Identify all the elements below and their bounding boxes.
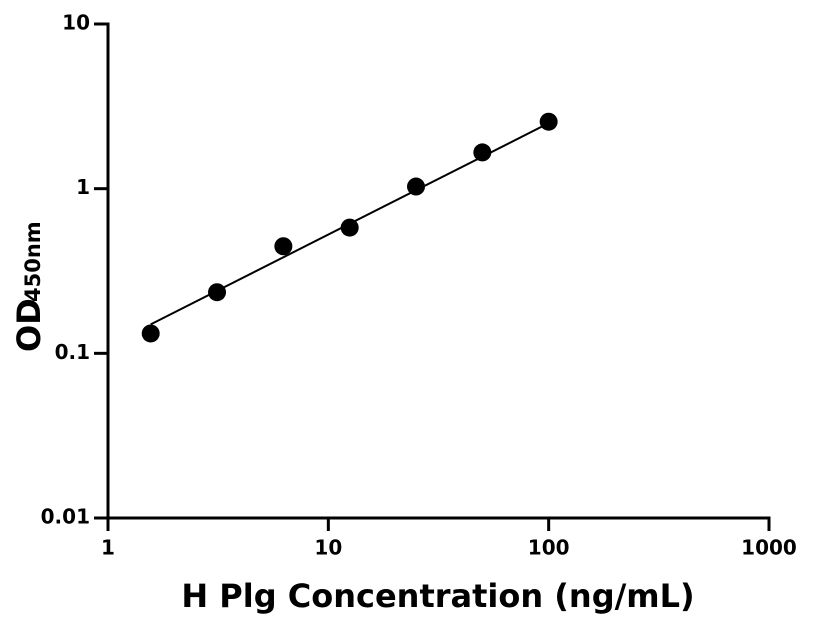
x-axis-label: H Plg Concentration (ng/mL) xyxy=(181,577,694,615)
x-tick-label: 100 xyxy=(528,536,570,560)
x-tick-label: 10 xyxy=(314,536,342,560)
data-point xyxy=(274,237,293,256)
y-axis-label: OD xyxy=(10,298,48,352)
x-tick-label: 1000 xyxy=(741,536,797,560)
y-axis-label-group: OD 450nm xyxy=(10,221,48,352)
y-tick-label: 0.01 xyxy=(41,505,90,529)
data-point xyxy=(473,143,492,162)
data-point xyxy=(407,177,426,196)
data-point xyxy=(539,112,558,131)
data-point xyxy=(340,218,359,237)
data-point xyxy=(141,324,160,343)
data-point xyxy=(208,283,227,302)
x-tick-label: 1 xyxy=(101,536,115,560)
y-tick-label: 1 xyxy=(76,175,90,199)
y-axis-label-subscript: 450nm xyxy=(21,221,45,302)
y-tick-label: 10 xyxy=(62,11,90,35)
y-tick-label: 0.1 xyxy=(55,340,90,364)
